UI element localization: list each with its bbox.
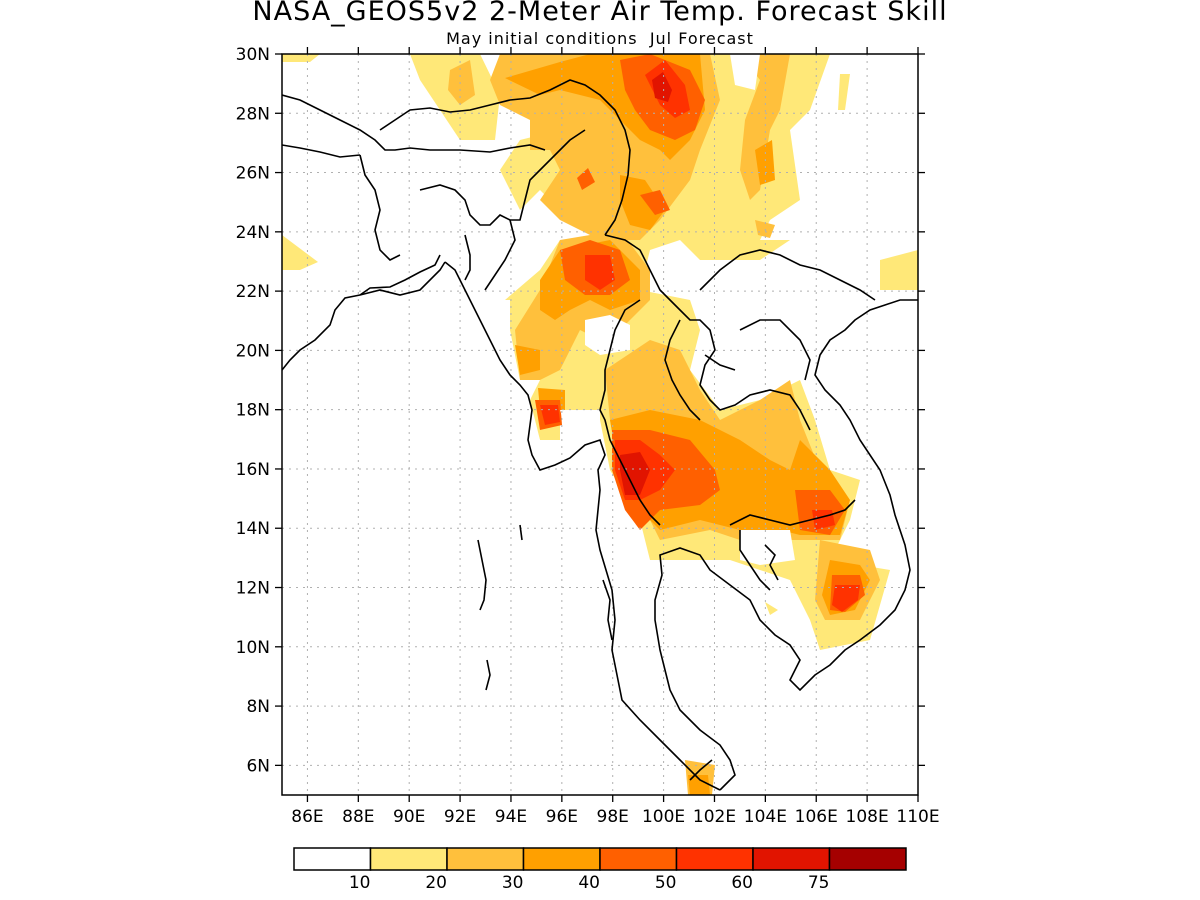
coastlines-and-borders (282, 79, 918, 791)
plot-frame (281, 53, 919, 796)
colorbar-label: 75 (808, 873, 830, 893)
colorbar-swatch (675, 847, 754, 871)
axes: 86E 88E 90E 92E 94E 96E 98E 100E 102E 104E 106E 108… (236, 45, 940, 827)
x-tick-label: 88E (342, 807, 374, 827)
x-tick-label: 100E (642, 807, 685, 827)
x-tick-label: 94E (495, 807, 527, 827)
x-tick-label: 98E (597, 807, 629, 827)
masked-areas (282, 54, 795, 565)
colorbar-swatch (828, 847, 907, 871)
colorbar-label: 10 (349, 873, 371, 893)
colorbar-swatch (369, 847, 448, 871)
colorbar-swatch (522, 847, 601, 871)
y-tick-label: 18N (236, 401, 270, 421)
y-tick-label: 22N (236, 282, 270, 302)
y-tick-label: 26N (236, 164, 270, 184)
y-tick-label: 28N (236, 104, 270, 124)
y-tick-label: 20N (236, 341, 270, 361)
colorbar: 10 20 30 40 50 60 75 (293, 847, 907, 893)
y-tick-label: 14N (236, 519, 270, 539)
skill-shading (282, 54, 918, 795)
x-tick-label: 108E (846, 807, 889, 827)
chart-subtitle: May initial conditions Jul Forecast (446, 29, 754, 48)
x-tick-label: 110E (896, 807, 939, 827)
colorbar-label: 20 (425, 873, 447, 893)
colorbar-label: 40 (578, 873, 600, 893)
chart-title: NASA_GEOS5v2 2-Meter Air Temp. Forecast … (252, 0, 948, 27)
colorbar-label: 50 (655, 873, 677, 893)
colorbar-swatch (752, 847, 831, 871)
y-tick-label: 12N (236, 579, 270, 599)
y-tick-label: 8N (246, 697, 270, 717)
colorbar-swatch (599, 847, 678, 871)
skill-band-60-75 (620, 72, 672, 495)
colorbar-label: 60 (731, 873, 753, 893)
x-tick-label: 96E (546, 807, 578, 827)
y-tick-label: 10N (236, 638, 270, 658)
y-tick-label: 24N (236, 223, 270, 243)
x-tick-label: 102E (693, 807, 736, 827)
colorbar-label: 30 (502, 873, 524, 893)
x-tick-label: 104E (744, 807, 787, 827)
y-tick-label: 30N (236, 45, 270, 65)
x-tick-label: 92E (444, 807, 476, 827)
x-tick-label: 86E (291, 807, 323, 827)
colorbar-swatch (446, 847, 525, 871)
lat-lon-grid (282, 54, 918, 795)
x-tick-label: 106E (795, 807, 838, 827)
y-tick-label: 16N (236, 460, 270, 480)
x-tick-label: 90E (393, 807, 425, 827)
y-tick-label: 6N (246, 756, 270, 776)
colorbar-swatch (293, 847, 372, 871)
